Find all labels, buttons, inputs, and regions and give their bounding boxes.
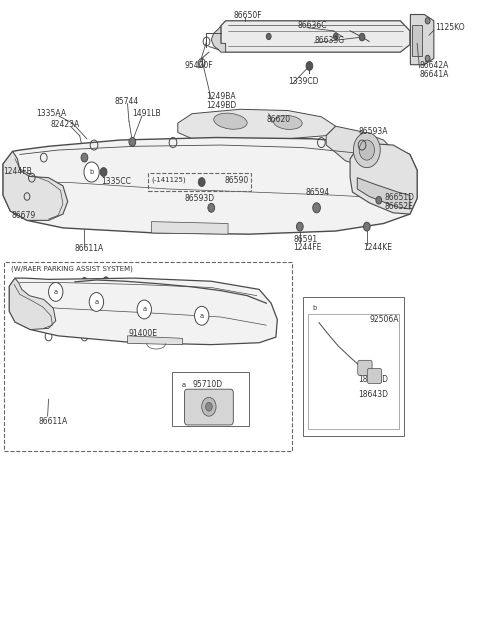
Text: 95420F: 95420F [185,61,214,70]
Polygon shape [9,278,277,345]
Text: (W/RAER PARKING ASSIST SYSTEM): (W/RAER PARKING ASSIST SYSTEM) [11,265,133,272]
Circle shape [176,376,191,394]
Circle shape [137,300,152,319]
Circle shape [103,277,109,284]
Circle shape [345,353,350,360]
Circle shape [353,133,380,168]
Text: 86650F: 86650F [234,11,263,19]
Text: a: a [142,306,146,313]
Circle shape [205,403,212,411]
FancyBboxPatch shape [303,297,404,436]
Circle shape [81,153,88,162]
Text: 1244FE: 1244FE [294,243,322,252]
Text: 86594: 86594 [305,187,329,197]
Polygon shape [350,144,417,214]
Circle shape [317,320,322,326]
Polygon shape [3,138,417,234]
Polygon shape [178,109,336,140]
Text: 85744: 85744 [115,97,139,106]
Text: 1244FB: 1244FB [3,167,32,176]
Circle shape [359,140,374,160]
Text: 1491LB: 1491LB [132,109,161,118]
Circle shape [100,168,107,176]
Circle shape [266,33,271,40]
Ellipse shape [274,116,302,130]
Text: 86593A: 86593A [359,126,388,136]
Text: 1244KE: 1244KE [363,243,392,252]
FancyBboxPatch shape [358,360,372,376]
Circle shape [223,286,228,294]
Text: a: a [95,299,98,305]
Polygon shape [357,177,410,209]
Circle shape [247,291,252,298]
Text: 95710D: 95710D [192,381,222,389]
Text: 86636C: 86636C [298,21,327,30]
Text: 86590: 86590 [225,175,249,185]
Polygon shape [128,336,182,345]
Polygon shape [326,126,393,165]
Text: a: a [54,289,58,295]
Text: 86611A: 86611A [75,244,104,253]
Text: b: b [312,305,316,311]
Circle shape [363,222,370,231]
Text: b: b [89,169,94,175]
Text: 86652E: 86652E [384,202,413,211]
Text: (-141125): (-141125) [152,177,186,184]
FancyBboxPatch shape [367,369,382,384]
Text: 18643D: 18643D [358,375,388,384]
Text: 92506A: 92506A [369,315,399,324]
Circle shape [184,282,190,290]
Text: 86651D: 86651D [384,192,415,202]
Circle shape [306,62,313,70]
FancyBboxPatch shape [171,372,249,426]
Text: 1249BA: 1249BA [206,92,236,101]
Circle shape [82,277,87,285]
Text: 86641A: 86641A [420,70,449,79]
Text: a: a [200,313,204,319]
Circle shape [198,177,205,186]
Polygon shape [221,21,410,52]
Circle shape [208,203,215,212]
Text: 1335CC: 1335CC [101,177,131,186]
Circle shape [359,33,365,41]
Text: 1339CD: 1339CD [288,77,318,86]
Circle shape [425,55,430,62]
Ellipse shape [214,113,247,129]
FancyBboxPatch shape [184,389,233,425]
Circle shape [313,203,321,213]
Text: 1335AA: 1335AA [36,109,67,118]
Polygon shape [410,14,434,65]
Polygon shape [3,152,68,220]
Text: 18643D: 18643D [358,390,388,399]
Text: 86642A: 86642A [420,61,449,70]
Text: a: a [181,382,186,388]
Text: 86591: 86591 [294,235,318,243]
Text: 1249BD: 1249BD [206,101,237,110]
Circle shape [202,398,216,416]
Polygon shape [412,25,422,56]
Circle shape [84,162,99,182]
Text: 86593D: 86593D [185,194,215,203]
Text: 82423A: 82423A [51,121,80,130]
Text: 1125KO: 1125KO [435,23,465,32]
Circle shape [48,282,63,301]
Text: 86611A: 86611A [39,416,68,426]
Circle shape [376,196,382,204]
Circle shape [194,306,209,325]
Text: 91400E: 91400E [129,329,158,338]
Text: 86633G: 86633G [314,36,344,45]
Polygon shape [211,26,226,52]
Polygon shape [152,221,228,234]
Polygon shape [9,278,56,330]
Text: 86620: 86620 [266,116,290,125]
Circle shape [333,33,338,40]
Circle shape [129,138,136,147]
Circle shape [331,338,336,345]
Circle shape [89,292,104,311]
Circle shape [297,222,303,231]
Circle shape [144,279,150,286]
Text: 86679: 86679 [11,211,36,221]
Circle shape [307,298,322,318]
Circle shape [425,18,430,24]
